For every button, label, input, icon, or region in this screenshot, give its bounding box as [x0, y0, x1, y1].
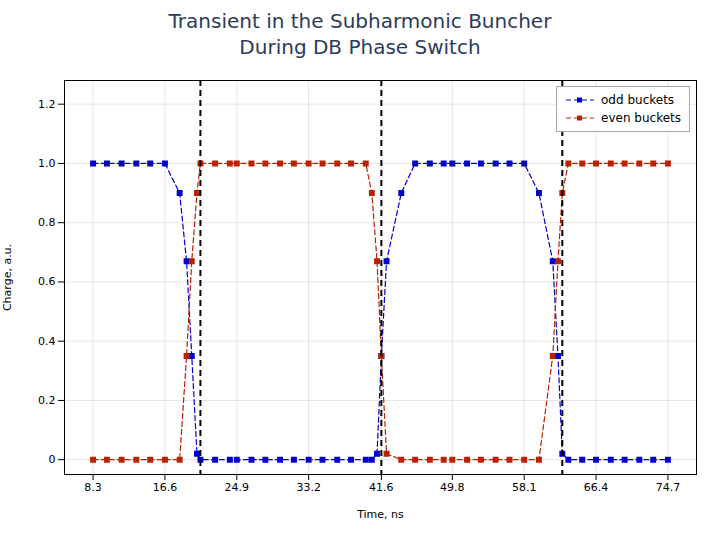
html-text:Transient in the Subharmonic B: Transient in the Subharmonic Buncher: [168, 9, 552, 33]
svg-text:0.6: 0.6: [38, 275, 56, 288]
svg-text:0: 0: [49, 453, 56, 466]
svg-text:24.9: 24.9: [225, 481, 250, 494]
svg-text:58.1: 58.1: [512, 481, 537, 494]
svg-text:0.2: 0.2: [38, 394, 56, 407]
svg-text:Time, ns: Time, ns: [356, 508, 404, 521]
svg-text:33.2: 33.2: [296, 481, 321, 494]
html-text:odd buckets: odd buckets: [601, 93, 675, 107]
svg-text:1.0: 1.0: [38, 157, 56, 170]
svg-text:0.8: 0.8: [38, 216, 56, 229]
svg-text:1.2: 1.2: [38, 98, 56, 111]
svg-text:49.8: 49.8: [440, 481, 465, 494]
svg-text:Charge, a.u.: Charge, a.u.: [1, 244, 14, 311]
html-text:even buckets: even buckets: [601, 111, 681, 125]
svg-text:8.3: 8.3: [84, 481, 102, 494]
svg-text:16.6: 16.6: [153, 481, 178, 494]
svg-text:74.7: 74.7: [656, 481, 681, 494]
html-text:During DB Phase Switch: During DB Phase Switch: [239, 35, 481, 59]
svg-text:66.4: 66.4: [584, 481, 609, 494]
svg-text:0.4: 0.4: [38, 335, 56, 348]
svg-text:41.6: 41.6: [369, 481, 394, 494]
